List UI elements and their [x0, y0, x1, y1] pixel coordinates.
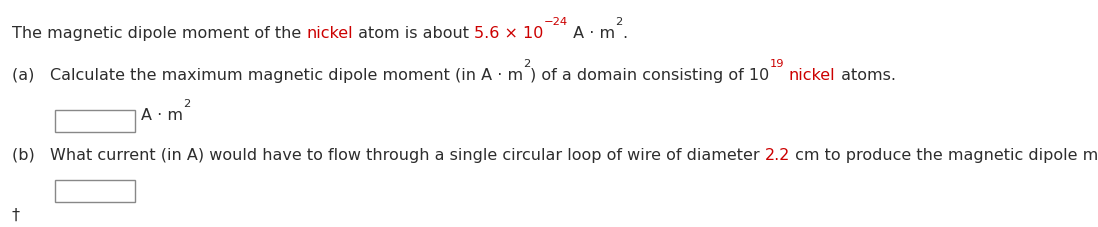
- Text: A · m: A · m: [568, 26, 615, 41]
- Text: −24: −24: [544, 17, 568, 27]
- Text: nickel: nickel: [306, 26, 352, 41]
- Text: (b): (b): [12, 147, 51, 162]
- Text: 5.6 × 10: 5.6 × 10: [474, 26, 544, 41]
- Text: .: .: [621, 26, 627, 41]
- Text: What current (in A) would have to flow through a single circular loop of wire of: What current (in A) would have to flow t…: [51, 147, 765, 162]
- Text: atom is about: atom is about: [352, 26, 474, 41]
- Text: 2: 2: [183, 99, 190, 109]
- Text: ) of a domain consisting of 10: ) of a domain consisting of 10: [530, 68, 770, 83]
- Text: atoms.: atoms.: [836, 68, 896, 83]
- Text: A · m: A · m: [141, 108, 183, 122]
- Text: 19: 19: [770, 59, 784, 69]
- Text: (a): (a): [12, 68, 49, 83]
- Text: 2.2: 2.2: [765, 147, 791, 162]
- Text: cm to produce the magnetic dipole moment you calculated?: cm to produce the magnetic dipole moment…: [791, 147, 1098, 162]
- Text: 2: 2: [523, 59, 530, 69]
- Text: Calculate the maximum magnetic dipole moment (in A · m: Calculate the maximum magnetic dipole mo…: [49, 68, 523, 83]
- Text: nickel: nickel: [789, 68, 836, 83]
- Text: 2: 2: [615, 17, 621, 27]
- Text: †: †: [12, 207, 20, 222]
- Text: The magnetic dipole moment of the: The magnetic dipole moment of the: [12, 26, 306, 41]
